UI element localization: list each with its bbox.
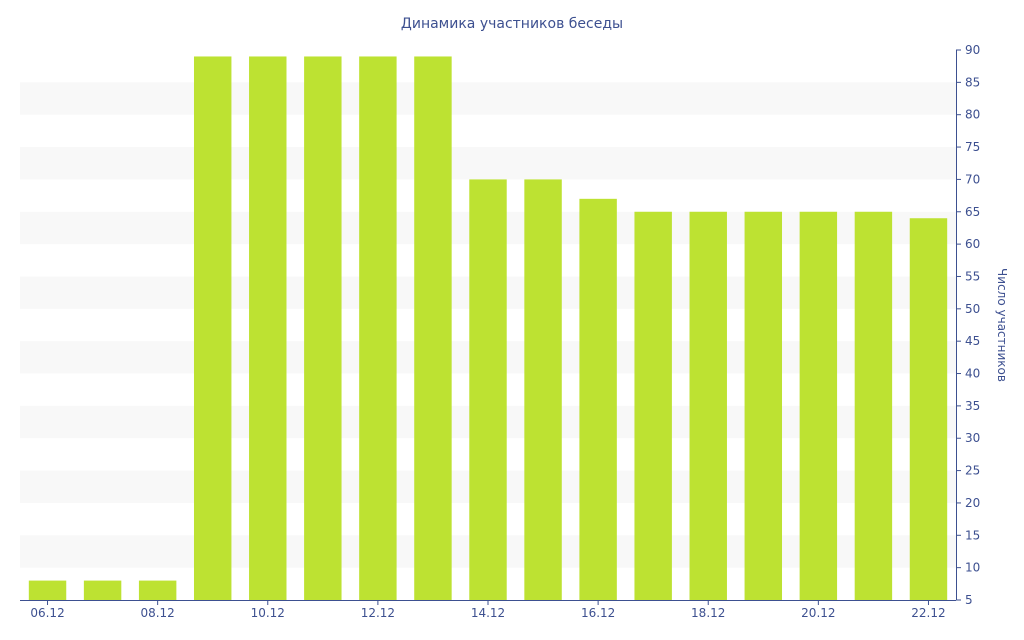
bar-17.12 xyxy=(634,211,672,600)
bars xyxy=(28,56,948,601)
bar-16.12 xyxy=(579,198,617,600)
y-tick-label: 75 xyxy=(965,140,980,154)
bar-10.12 xyxy=(249,56,287,601)
y-tick-label: 80 xyxy=(965,108,980,122)
bar-09.12 xyxy=(193,56,232,601)
y-tick-label: 20 xyxy=(965,496,980,510)
y-axis-title: Число участников xyxy=(995,268,1009,382)
y-tick-label: 35 xyxy=(965,399,980,413)
y-tick-label: 85 xyxy=(965,75,980,89)
y-tick-label: 40 xyxy=(965,367,980,381)
y-tick-label: 25 xyxy=(965,464,980,478)
x-tick-label: 08.12 xyxy=(140,606,174,620)
y-axis: 5 10 15 20 25 30 35 40 45 50 55 60 65 70 75 80 85 90 xyxy=(956,43,980,607)
x-tick-label: 18.12 xyxy=(691,606,725,620)
y-tick-label: 55 xyxy=(965,269,980,283)
y-tick-label: 65 xyxy=(965,205,980,219)
y-tick-label: 45 xyxy=(965,334,980,348)
y-tick-label: 5 xyxy=(965,593,973,607)
bar-19.12 xyxy=(744,211,783,600)
bar-07.12 xyxy=(83,580,122,600)
y-tick-label: 70 xyxy=(965,172,980,186)
bar-20.12 xyxy=(799,211,838,600)
x-tick-label: 12.12 xyxy=(361,606,395,620)
x-tick-label: 16.12 xyxy=(581,606,615,620)
x-tick-label: 14.12 xyxy=(471,606,505,620)
bar-14.12 xyxy=(469,179,507,601)
bar-18.12 xyxy=(689,211,727,600)
y-tick-label: 15 xyxy=(965,528,980,542)
bar-15.12 xyxy=(524,179,562,601)
x-tick-label: 22.12 xyxy=(911,606,945,620)
x-tick-label: 10.12 xyxy=(251,606,285,620)
bar-08.12 xyxy=(138,580,177,600)
bar-11.12 xyxy=(304,56,342,601)
y-tick-label: 90 xyxy=(965,43,980,57)
bar-21.12 xyxy=(854,211,893,600)
bar-22.12 xyxy=(909,218,948,600)
y-tick-label: 10 xyxy=(965,561,980,575)
x-tick-label: 06.12 xyxy=(30,606,64,620)
x-tick-label: 20.12 xyxy=(801,606,835,620)
grid-band xyxy=(20,82,956,115)
chart-title: Динамика участников беседы xyxy=(401,16,623,32)
x-axis: 06.12 08.12 10.12 12.12 14.12 16.12 18.12 20.12… xyxy=(20,600,956,620)
bar-13.12 xyxy=(414,56,452,601)
y-tick-label: 50 xyxy=(965,302,980,316)
grid-band xyxy=(20,147,956,180)
bar-06.12 xyxy=(28,580,67,600)
y-tick-label: 30 xyxy=(965,431,980,445)
y-tick-label: 60 xyxy=(965,237,980,251)
bar-12.12 xyxy=(359,56,397,601)
